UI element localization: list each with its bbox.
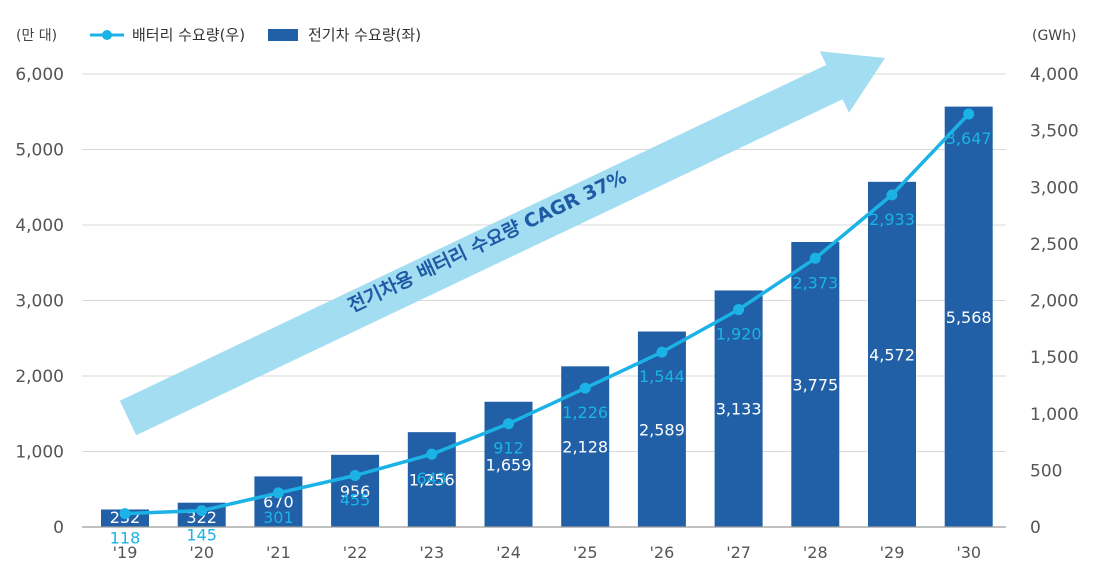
line-value-label: 912 (493, 439, 524, 458)
category-label: '23 (419, 543, 444, 562)
legend-line-label: 배터리 수요량(우) (132, 26, 245, 44)
bar-value-label: 1,659 (486, 455, 532, 474)
left-tick-label: 4,000 (15, 216, 64, 236)
bar-value-label: 3,133 (716, 400, 762, 419)
right-tick-label: 2,500 (1030, 235, 1079, 255)
category-label: '28 (803, 543, 828, 562)
line-point (426, 448, 438, 460)
axes: 0 1,000 2,000 3,000 4,000 5,000 6,000 0 500 1,000… (15, 65, 1078, 562)
right-tick-label: 2,000 (1030, 292, 1079, 312)
legend-bar-label: 전기차 수요량(좌) (308, 26, 421, 44)
line-point (809, 252, 821, 264)
category-label: '27 (726, 543, 751, 562)
line-point (503, 418, 514, 430)
cagr-annotation: 전기차용 배터리 수요량 CAGR 37% (345, 166, 630, 317)
category-label: '24 (496, 543, 521, 562)
line-point (272, 487, 284, 499)
left-tick-label: 3,000 (15, 292, 64, 312)
line-point (733, 304, 745, 316)
category-label: '25 (573, 543, 598, 562)
right-tick-label: 1,500 (1030, 348, 1079, 368)
bar (637, 331, 686, 527)
line-point (196, 505, 208, 517)
category-label: '19 (113, 543, 138, 562)
right-tick-label: 4,000 (1030, 65, 1079, 85)
right-tick-label: 3,500 (1030, 122, 1079, 142)
category-label: '20 (189, 543, 214, 562)
left-tick-label: 0 (53, 518, 64, 538)
line-value-label: 145 (186, 526, 217, 545)
category-label: '21 (266, 543, 291, 562)
bar-value-label: 4,572 (869, 345, 915, 364)
bar (791, 241, 840, 528)
bar-value-label: 322 (186, 508, 217, 527)
line-value-label: 3,647 (946, 129, 992, 148)
line-point (963, 108, 975, 120)
line-value-label: 1,920 (716, 325, 762, 344)
left-axis-unit: (만 대) (16, 28, 57, 44)
line-point (579, 382, 591, 394)
line-value-label: 643 (417, 469, 448, 488)
category-label: '30 (956, 543, 981, 562)
right-tick-label: 500 (1030, 461, 1062, 481)
right-axis-unit: (GWh) (1032, 28, 1077, 44)
right-tick-label: 1,000 (1030, 405, 1079, 425)
bar (944, 106, 993, 527)
bar (868, 181, 916, 527)
legend-bar-swatch (268, 29, 298, 41)
line-value-label: 2,933 (869, 210, 915, 229)
left-tick-label: 1,000 (15, 443, 64, 463)
category-label: '26 (650, 543, 675, 562)
line-value-label: 1,226 (562, 403, 608, 422)
bar-value-label: 3,775 (792, 375, 838, 394)
line-value-label: 301 (263, 508, 294, 527)
bar-value-label: 5,568 (946, 308, 992, 327)
bar-value-label: 2,589 (639, 420, 685, 439)
line-point (656, 346, 668, 358)
right-tick-label: 3,000 (1030, 178, 1079, 198)
line-value-label: 118 (110, 529, 141, 548)
bar-value-label: 2,128 (562, 438, 608, 457)
legend-line-marker (102, 30, 112, 40)
line-value-label: 455 (340, 490, 371, 509)
line-point (349, 469, 361, 481)
line-point (886, 189, 898, 201)
bar (254, 476, 303, 527)
cagr-arrow-shape (119, 51, 886, 436)
bar-value-label: 670 (263, 493, 294, 512)
bar-series: 2323226709561,2561,6592,1282,5893,1333,7… (101, 106, 993, 528)
left-tick-label: 6,000 (15, 65, 64, 85)
category-label: '29 (880, 543, 905, 562)
category-label: '22 (343, 543, 368, 562)
battery-demand-line (124, 112, 970, 516)
cagr-arrow: 전기차용 배터리 수요량 CAGR 37% (119, 51, 886, 436)
bar-value-label: 956 (340, 482, 371, 501)
line-point (119, 508, 131, 520)
line-series: 118 145 301 455 643 912 1,226 1,544 1,920 2,373 2,… (110, 108, 992, 548)
bar (714, 290, 763, 527)
bar-value-label: 1,256 (409, 471, 455, 490)
left-tick-label: 5,000 (15, 141, 64, 161)
bar (331, 454, 380, 527)
left-tick-label: 2,000 (15, 367, 64, 387)
legend: 배터리 수요량(우) 전기차 수요량(좌) (90, 26, 421, 44)
right-tick-label: 0 (1030, 518, 1041, 538)
line-value-label: 2,373 (792, 273, 838, 292)
line-value-label: 1,544 (639, 367, 685, 386)
